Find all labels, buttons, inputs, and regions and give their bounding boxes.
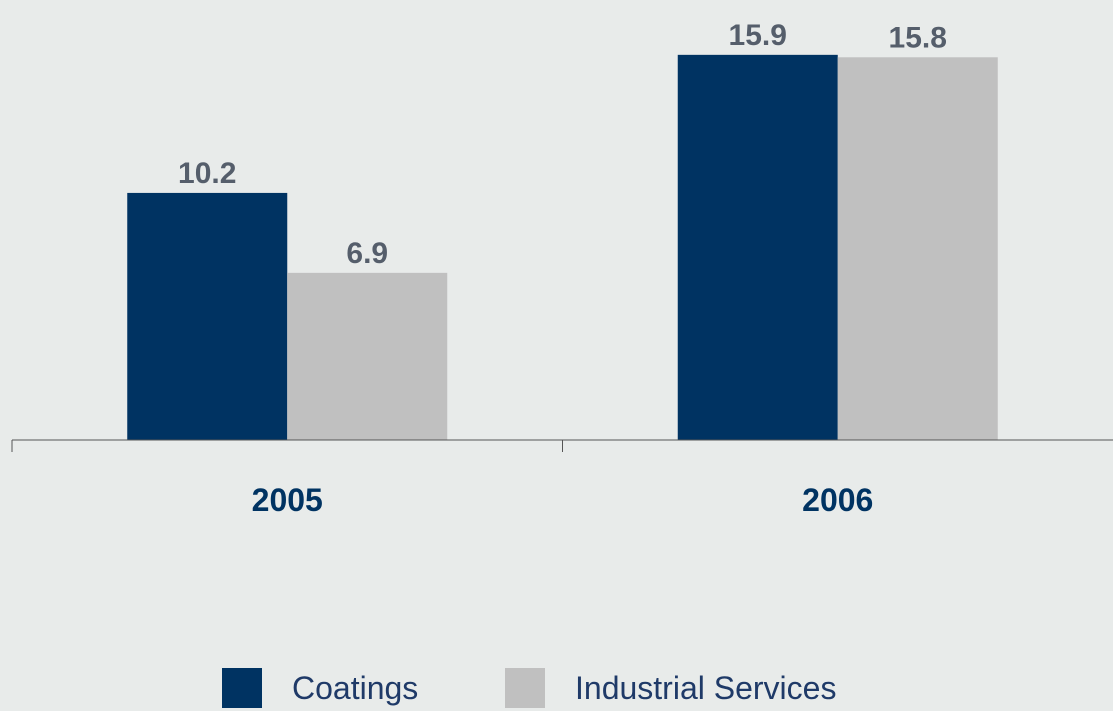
legend-swatch-industrial-services [505,668,545,708]
legend-item-industrial-services: Industrial Services [505,666,836,710]
data-label-coatings-2005: 10.2 [178,157,236,190]
data-label-industrial-services-2006: 15.8 [889,21,947,54]
legend-item-coatings: Coatings [222,666,418,710]
legend-label-industrial-services: Industrial Services [575,669,837,706]
bar-industrial-services-2005 [287,272,448,440]
bar-industrial-services-2006 [837,57,998,440]
bar-coatings-2005 [127,192,288,440]
data-label-industrial-services-2005: 6.9 [346,237,388,270]
x-tick-label-2006: 2006 [802,482,873,518]
x-tick-label-2005: 2005 [252,482,323,518]
data-label-coatings-2006: 15.9 [729,19,787,52]
legend: Coatings Industrial Services [0,666,1113,710]
legend-swatch-coatings [222,668,262,708]
legend-label-coatings: Coatings [292,669,419,706]
bar-coatings-2006 [677,54,838,440]
chart-plot: 10.2 15.9 6.9 15.8 2005 2006 [11,19,1113,518]
